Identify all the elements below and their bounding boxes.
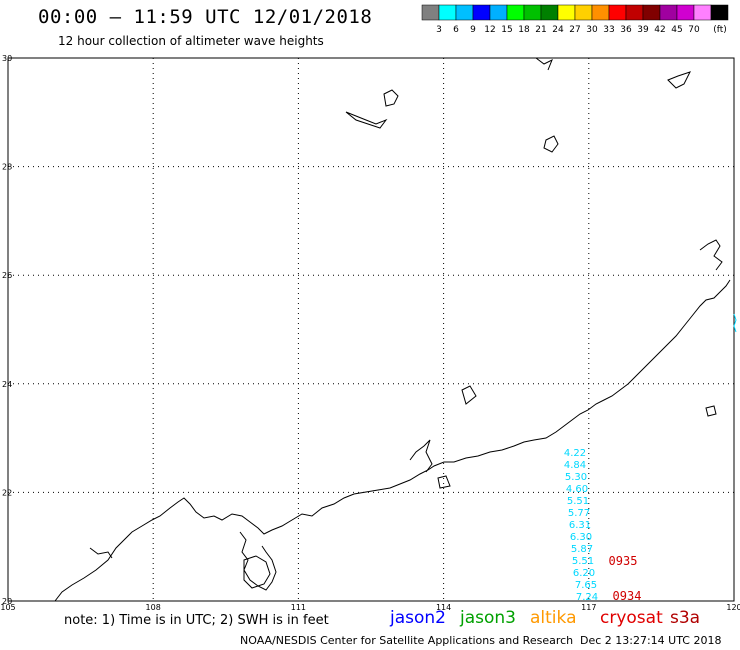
legend-label: 70 bbox=[688, 25, 700, 35]
lon-label: 111 bbox=[291, 603, 306, 612]
island-north-2 bbox=[383, 89, 399, 107]
legend-label: 39 bbox=[637, 25, 649, 35]
legend-swatch bbox=[710, 4, 729, 21]
swh-track: 4.224.845.304.605.515.776.316.305.875.51… bbox=[564, 313, 737, 603]
satellite-label: jason2 bbox=[390, 608, 446, 628]
mainland-coast bbox=[54, 279, 731, 602]
lat-label: 24 bbox=[2, 380, 12, 389]
satellite-label: altika bbox=[530, 608, 577, 628]
bay-inlet bbox=[409, 439, 433, 473]
swh-value: 6.20 bbox=[573, 568, 595, 579]
swh-value: 7.24 bbox=[576, 592, 598, 603]
legend-label: 45 bbox=[671, 25, 682, 35]
swh-edge-track bbox=[733, 313, 737, 333]
lon-label: 117 bbox=[581, 603, 596, 612]
generated-timestamp: Dec 2 13:27:14 UTC 2018 bbox=[580, 634, 722, 647]
satellite-label: cryosat bbox=[600, 608, 663, 628]
legend-label: 33 bbox=[603, 25, 614, 35]
lat-label: 22 bbox=[2, 488, 12, 497]
legend-label: 12 bbox=[484, 25, 495, 35]
pass-time-label: 0935 bbox=[609, 554, 638, 568]
satellite-label: s3a bbox=[670, 608, 701, 628]
inlet-4 bbox=[699, 239, 723, 271]
legend-label: 6 bbox=[453, 25, 459, 35]
lon-label: 120 bbox=[726, 603, 740, 612]
note-text: note: 1) Time is in UTC; 2) SWH is in fe… bbox=[64, 613, 329, 628]
island-north-4 bbox=[667, 71, 691, 89]
island-east-1 bbox=[705, 405, 717, 417]
pass-time-labels: 0935 0934 bbox=[609, 554, 642, 603]
swh-value: 5.77 bbox=[568, 508, 590, 519]
legend-label: 30 bbox=[586, 25, 598, 35]
legend-unit: (ft) bbox=[713, 25, 727, 35]
grid-lines bbox=[8, 58, 734, 601]
island-north-5 bbox=[535, 57, 553, 71]
lat-label: 20 bbox=[2, 597, 12, 606]
swh-value: 4.84 bbox=[564, 460, 586, 471]
swh-value: 5.51 bbox=[572, 556, 594, 567]
island-central-2 bbox=[437, 475, 451, 489]
map-subtitle: 12 hour collection of altimeter wave hei… bbox=[58, 34, 324, 48]
swh-value: 5.30 bbox=[565, 472, 587, 483]
satellite-label: jason3 bbox=[460, 608, 516, 628]
pass-time-label: 0934 bbox=[613, 589, 642, 603]
lon-label: 114 bbox=[436, 603, 451, 612]
legend-label: 15 bbox=[501, 25, 512, 35]
lon-label: 108 bbox=[146, 603, 161, 612]
swh-value: 6.30 bbox=[570, 532, 592, 543]
legend-label: 9 bbox=[470, 25, 476, 35]
coastline bbox=[54, 57, 731, 602]
swh-value: 4.22 bbox=[564, 448, 586, 459]
map-title: 00:00 – 11:59 UTC 12/01/2018 bbox=[38, 6, 373, 28]
color-legend: 3 6 9 12 15 18 21 24 27 30 33 36 39 42 45 70 (ft) bbox=[421, 4, 729, 35]
map-frame bbox=[7, 57, 735, 602]
legend-label: 42 bbox=[654, 25, 665, 35]
lat-label: 28 bbox=[2, 163, 12, 172]
lon-label: 105 bbox=[0, 603, 15, 612]
swh-value: 7.65 bbox=[575, 580, 597, 591]
legend-label: 21 bbox=[535, 25, 546, 35]
lat-label: 26 bbox=[2, 271, 12, 280]
swh-value: 5.87 bbox=[571, 544, 593, 555]
legend-label: 24 bbox=[552, 25, 564, 35]
legend-label: 27 bbox=[569, 25, 580, 35]
credit-text: NOAA/NESDIS Center for Satellite Applica… bbox=[240, 634, 574, 647]
legend-label: 18 bbox=[518, 25, 530, 35]
swh-value: 4.60 bbox=[566, 484, 588, 495]
swh-value: 6.31 bbox=[569, 520, 591, 531]
island-south-1 bbox=[243, 555, 271, 589]
legend-label: 3 bbox=[436, 25, 442, 35]
inlet-3 bbox=[89, 547, 113, 559]
latitude-labels: 30 28 26 24 22 20 bbox=[2, 54, 12, 606]
legend-label: 36 bbox=[620, 25, 632, 35]
lat-label: 30 bbox=[2, 54, 12, 63]
swh-value: 5.51 bbox=[567, 496, 589, 507]
island-north-1 bbox=[345, 111, 388, 129]
island-central-1 bbox=[461, 385, 477, 405]
longitude-labels: 105 108 111 114 117 120 bbox=[0, 603, 740, 612]
island-north-3 bbox=[543, 135, 559, 153]
